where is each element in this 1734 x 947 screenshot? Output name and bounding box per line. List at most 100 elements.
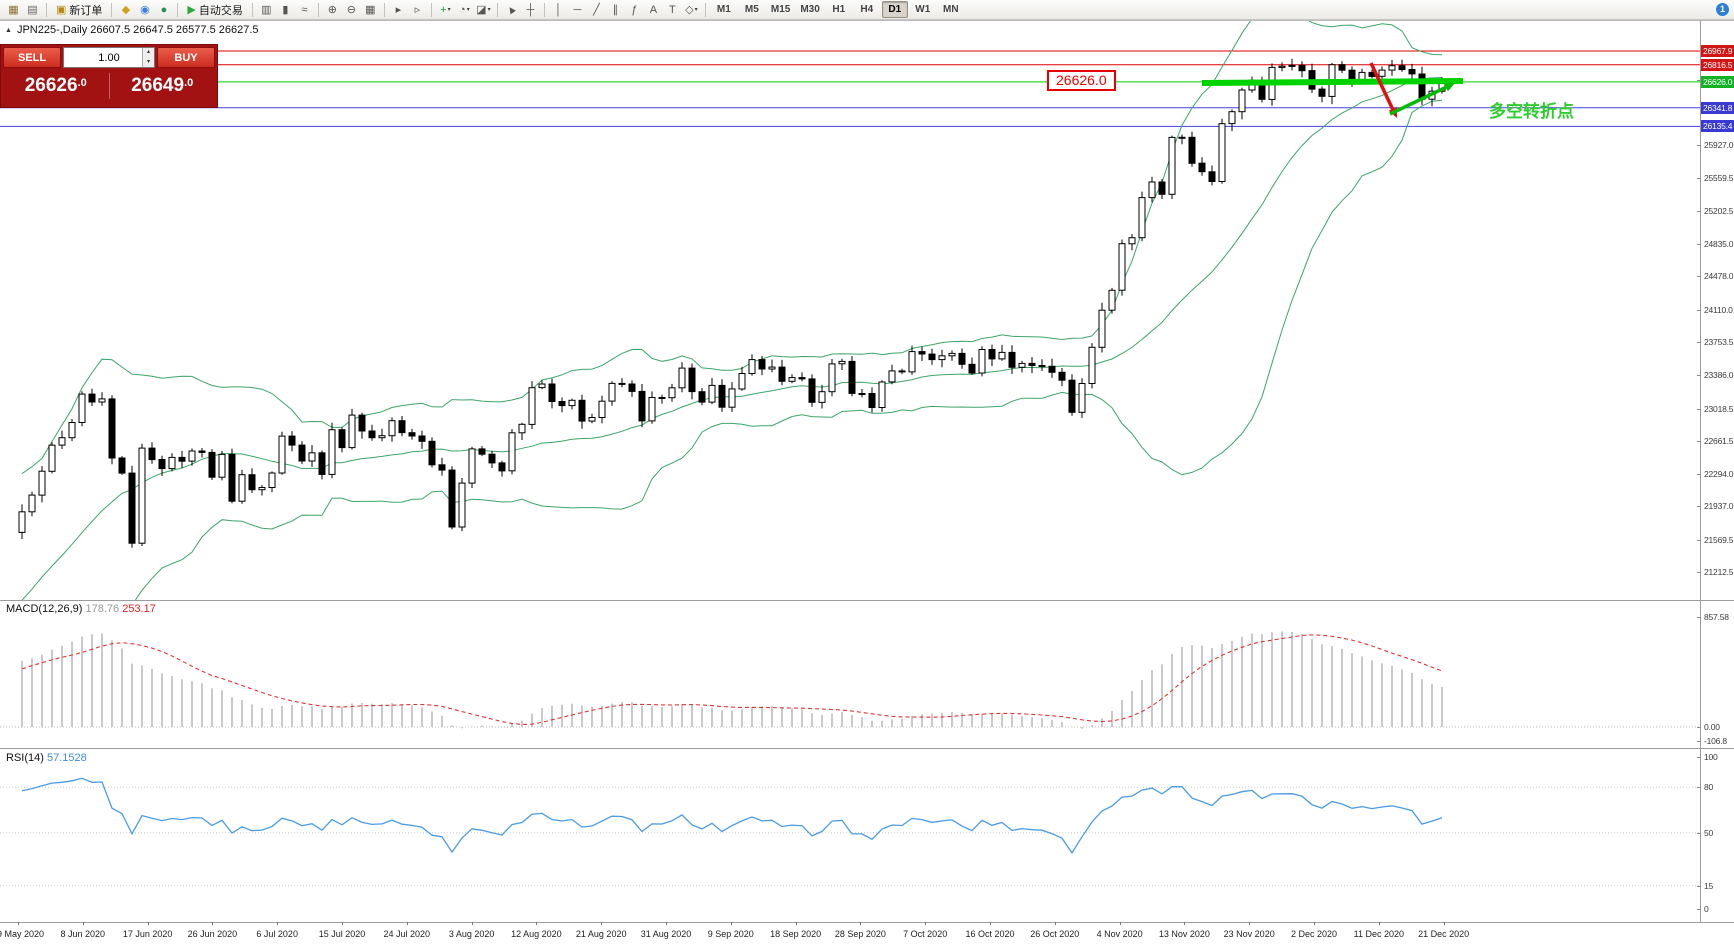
- macd-rsi-separator[interactable]: [0, 748, 1734, 749]
- date-label: 7 Oct 2020: [903, 929, 948, 939]
- strategy-tester-icon[interactable]: ●: [154, 2, 173, 18]
- trendline-icon[interactable]: ╱: [587, 2, 606, 18]
- timeframe-m30[interactable]: M30: [800, 4, 820, 15]
- timeframe-w1[interactable]: W1: [915, 4, 931, 15]
- timeframe-d1[interactable]: D1: [881, 1, 908, 18]
- sell-button[interactable]: SELL: [3, 47, 61, 68]
- channel-icon[interactable]: ∥: [606, 2, 625, 18]
- indicators-icon[interactable]: + ▾: [436, 2, 455, 18]
- price-axis[interactable]: 26649.025927.025559.525202.524835.024478…: [1697, 0, 1734, 947]
- volume-up-icon[interactable]: ▴: [146, 49, 150, 55]
- templates-icon[interactable]: ◪ ▾: [474, 2, 493, 18]
- date-label: 23 Nov 2020: [1223, 929, 1275, 939]
- macd-value: 178.76: [85, 603, 120, 615]
- autotrading-button-label: 自动交易: [198, 4, 243, 17]
- volume-down-icon[interactable]: ▾: [146, 58, 150, 65]
- metaeditor-icon[interactable]: ◆: [116, 2, 135, 18]
- green-up-arrow[interactable]: [1389, 85, 1447, 116]
- red-down-arrow[interactable]: [1369, 62, 1395, 111]
- line-chart-icon[interactable]: ≈: [295, 2, 314, 18]
- macd-layer: [0, 631, 1700, 729]
- price-axis-label: 24478.0: [1704, 271, 1734, 281]
- label-icon[interactable]: T: [663, 2, 682, 18]
- axis-tick: [1697, 727, 1701, 728]
- zoom-out-icon[interactable]: ⊖: [342, 2, 361, 18]
- main-chart-pane[interactable]: [0, 20, 1700, 600]
- price-axis-label: 25559.5: [1704, 173, 1734, 183]
- periods-icon[interactable]: ◔ ▾: [455, 2, 474, 18]
- thick-support-line[interactable]: [1201, 78, 1464, 86]
- text-icon[interactable]: A: [644, 2, 663, 18]
- sell-price[interactable]: 26626.0: [24, 75, 87, 96]
- fibonacci-icon[interactable]: ƒ: [625, 2, 644, 18]
- date-axis[interactable]: 29 May 2020 8 Jun 2020 17 Jun 2020 26 Jun 2…: [0, 922, 1700, 947]
- crosshair-icon[interactable]: ┼: [521, 2, 540, 18]
- macd-signal-value: 253.17: [122, 603, 156, 615]
- terminal-icon[interactable]: ◉: [135, 2, 154, 18]
- fibonacci-icon-glyph: ƒ: [631, 3, 638, 16]
- auto-scroll-icon-glyph: ▸: [395, 4, 402, 16]
- date-label: 24 Jul 2020: [383, 929, 431, 939]
- channel-icon-glyph: ∥: [612, 4, 619, 16]
- cursor-icon[interactable]: ▲: [502, 1, 521, 17]
- rsi-pane[interactable]: [0, 749, 1700, 922]
- timeframe-m1[interactable]: M1: [716, 4, 731, 15]
- vertical-line-icon-glyph: │: [554, 3, 562, 16]
- date-tick: [212, 922, 214, 925]
- macd-pane[interactable]: [0, 601, 1700, 748]
- rsi-layer: [0, 777, 1700, 887]
- rsi-axis-label: 80: [1704, 782, 1714, 792]
- date-tick: [925, 922, 927, 925]
- axis-tick: [1697, 276, 1701, 277]
- new-order-button[interactable]: ▣ 新订单: [51, 2, 107, 18]
- axis-tick: [1697, 474, 1701, 475]
- timeframe-h1[interactable]: H1: [832, 4, 846, 15]
- date-label: 28 Sep 2020: [834, 929, 886, 939]
- text-icon-glyph: A: [649, 3, 658, 16]
- auto-scroll-icon[interactable]: ▸: [389, 2, 408, 18]
- chart-shift-icon[interactable]: ▹: [408, 2, 427, 18]
- turning-point-note[interactable]: 多空转折点: [1489, 102, 1574, 121]
- timeframe-m5[interactable]: M5: [744, 4, 759, 15]
- price-level-annotation[interactable]: 26626.0: [1047, 70, 1116, 91]
- date-label: 26 Oct 2020: [1030, 929, 1080, 939]
- zoom-in-icon[interactable]: ⊕: [323, 2, 342, 18]
- notification-badge[interactable]: 1: [1716, 3, 1729, 16]
- templates-icon-glyph: ◪: [476, 4, 487, 16]
- shapes-icon[interactable]: ◇ ▾: [682, 2, 701, 18]
- date-tick: [277, 922, 279, 925]
- timeframe-m15[interactable]: M15: [770, 4, 791, 15]
- new-chart-icon-glyph: ▦: [8, 4, 19, 16]
- candlestick-chart-icon[interactable]: ▮: [276, 2, 295, 18]
- date-tick: [860, 922, 862, 925]
- axis-tick: [1697, 375, 1701, 376]
- timeframe-mn[interactable]: MN: [943, 4, 959, 15]
- toolbar-separator: [543, 2, 545, 17]
- vertical-line-icon[interactable]: │: [549, 2, 568, 18]
- profiles-icon[interactable]: ▤: [23, 2, 42, 18]
- buy-button[interactable]: BUY: [157, 47, 215, 68]
- rsi-axis-label: 0: [1704, 904, 1709, 914]
- label-icon-glyph: T: [669, 3, 676, 16]
- date-label: 12 Aug 2020: [511, 929, 562, 939]
- price-axis-separator: [1700, 20, 1701, 922]
- autotrading-button[interactable]: ▶ 自动交易: [182, 2, 247, 18]
- new-chart-icon[interactable]: ▦: [4, 2, 23, 18]
- volume-input[interactable]: 1.00 ▴ ▾: [63, 47, 155, 68]
- bar-chart-icon[interactable]: ▥: [257, 2, 276, 18]
- macd-axis-label: -106.8: [1704, 736, 1727, 746]
- timeframe-h4[interactable]: H4: [860, 4, 874, 15]
- date-label: 2 Dec 2020: [1290, 929, 1338, 939]
- date-tick: [406, 922, 408, 925]
- date-tick: [730, 922, 732, 925]
- main-macd-separator[interactable]: [0, 600, 1734, 601]
- chart-shift-icon-glyph: ▹: [414, 4, 421, 16]
- horizontal-line-icon[interactable]: ─: [568, 2, 587, 18]
- tile-windows-icon[interactable]: ▦: [361, 2, 380, 18]
- date-label: 29 May 2020: [0, 929, 45, 939]
- buy-price[interactable]: 26649.0: [131, 75, 194, 96]
- rsi-line: [21, 777, 1443, 855]
- one-click-panel-toggle-icon[interactable]: ▲: [5, 26, 12, 34]
